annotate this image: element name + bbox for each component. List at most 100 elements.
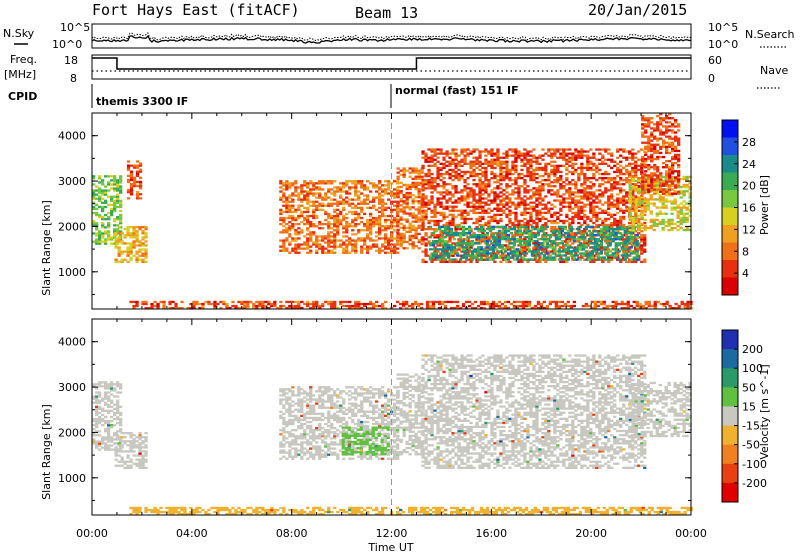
echo-cell bbox=[113, 230, 117, 233]
echo-cell bbox=[511, 150, 515, 153]
echo-cell bbox=[321, 239, 325, 242]
echo-cell bbox=[129, 187, 134, 190]
echo-cell bbox=[634, 164, 638, 167]
echo-cell bbox=[451, 217, 455, 221]
echo-cell bbox=[110, 211, 114, 215]
echo-cell bbox=[333, 239, 337, 242]
echo-cell bbox=[655, 190, 659, 193]
echo-cell bbox=[351, 245, 355, 248]
echo-cell bbox=[119, 213, 123, 217]
echo-cell bbox=[632, 244, 636, 247]
echo-cell bbox=[378, 196, 382, 199]
echo-cell bbox=[457, 248, 461, 251]
echo-cell bbox=[503, 225, 508, 228]
echo-cell bbox=[478, 162, 482, 165]
echo-cell bbox=[431, 248, 436, 251]
echo-cell bbox=[451, 193, 455, 196]
echo-cell bbox=[101, 216, 105, 219]
echo-cell bbox=[598, 207, 602, 210]
echo-cell bbox=[572, 248, 576, 251]
echo-cell bbox=[554, 233, 558, 237]
echo-cell bbox=[628, 186, 632, 189]
echo-cell bbox=[557, 254, 561, 257]
echo-cell bbox=[610, 215, 614, 219]
echo-cell bbox=[448, 177, 452, 180]
echo-cell bbox=[342, 202, 346, 205]
echo-cell bbox=[101, 183, 105, 186]
echo-cell bbox=[123, 228, 127, 231]
echo-cell bbox=[514, 154, 518, 157]
echo-cell bbox=[402, 224, 406, 227]
echo-cell bbox=[113, 187, 117, 190]
echo-cell bbox=[138, 250, 142, 253]
echo-cell bbox=[526, 221, 530, 225]
echo-cell bbox=[535, 168, 539, 172]
echo-cell bbox=[132, 307, 136, 310]
echo-cell bbox=[297, 245, 301, 248]
echo-cell bbox=[520, 154, 524, 157]
echo-cell bbox=[431, 231, 436, 235]
echo-cell bbox=[466, 148, 470, 151]
echo-cell bbox=[138, 170, 143, 173]
echo-cell bbox=[303, 194, 307, 197]
echo-cell bbox=[342, 251, 346, 254]
echo-cell bbox=[101, 236, 105, 239]
echo-cell bbox=[568, 148, 572, 151]
echo-cell bbox=[604, 150, 608, 153]
echo-cell bbox=[658, 198, 662, 201]
echo-cell bbox=[475, 199, 479, 202]
echo-cell bbox=[496, 174, 500, 178]
echo-cell bbox=[676, 175, 680, 179]
echo-cell bbox=[619, 154, 623, 157]
echo-cell bbox=[384, 190, 388, 193]
echo-cell bbox=[442, 166, 446, 170]
echo-cell bbox=[303, 241, 307, 244]
echo-cell bbox=[478, 189, 482, 192]
echo-cell bbox=[475, 240, 479, 243]
echo-cell bbox=[608, 258, 612, 261]
echo-cell bbox=[614, 246, 618, 249]
echo-cell bbox=[529, 160, 533, 163]
echo-cell bbox=[518, 227, 523, 231]
echo-cell bbox=[631, 170, 635, 174]
echo-cell bbox=[562, 185, 566, 188]
echo-cell bbox=[493, 191, 497, 194]
echo-cell bbox=[443, 231, 448, 235]
echo-cell bbox=[635, 240, 639, 243]
echo-cell bbox=[189, 307, 193, 310]
echo-cell bbox=[559, 154, 563, 157]
echo-cell bbox=[330, 245, 334, 248]
echo-cell bbox=[515, 229, 520, 233]
echo-cell bbox=[571, 242, 575, 245]
echo-cell bbox=[631, 226, 635, 230]
echo-cell bbox=[512, 248, 517, 251]
echo-cell bbox=[671, 188, 675, 191]
echo-cell bbox=[602, 256, 606, 259]
echo-cell bbox=[631, 224, 635, 228]
echo-cell bbox=[442, 191, 446, 194]
echo-cell bbox=[321, 208, 325, 211]
echo-cell bbox=[625, 150, 629, 153]
echo-cell bbox=[442, 185, 446, 188]
echo-cell bbox=[141, 226, 145, 229]
echo-cell bbox=[640, 200, 644, 203]
echo-cell bbox=[107, 222, 111, 225]
echo-cell bbox=[110, 187, 114, 190]
echo-cell bbox=[132, 184, 137, 188]
echo-cell bbox=[396, 202, 400, 205]
echo-cell bbox=[417, 181, 421, 184]
echo-cell bbox=[542, 236, 546, 239]
echo-cell bbox=[478, 150, 482, 153]
echo-cell bbox=[126, 254, 130, 257]
echo-cell bbox=[571, 221, 575, 225]
echo-cell bbox=[396, 191, 400, 195]
echo-cell bbox=[665, 160, 669, 163]
echo-cell bbox=[490, 158, 494, 161]
echo-cell bbox=[484, 203, 488, 206]
echo-cell bbox=[294, 194, 298, 197]
echo-cell bbox=[405, 194, 409, 197]
echo-cell bbox=[315, 249, 319, 252]
echo-cell bbox=[315, 186, 319, 189]
echo-cell bbox=[610, 189, 614, 192]
echo-cell bbox=[306, 208, 310, 211]
